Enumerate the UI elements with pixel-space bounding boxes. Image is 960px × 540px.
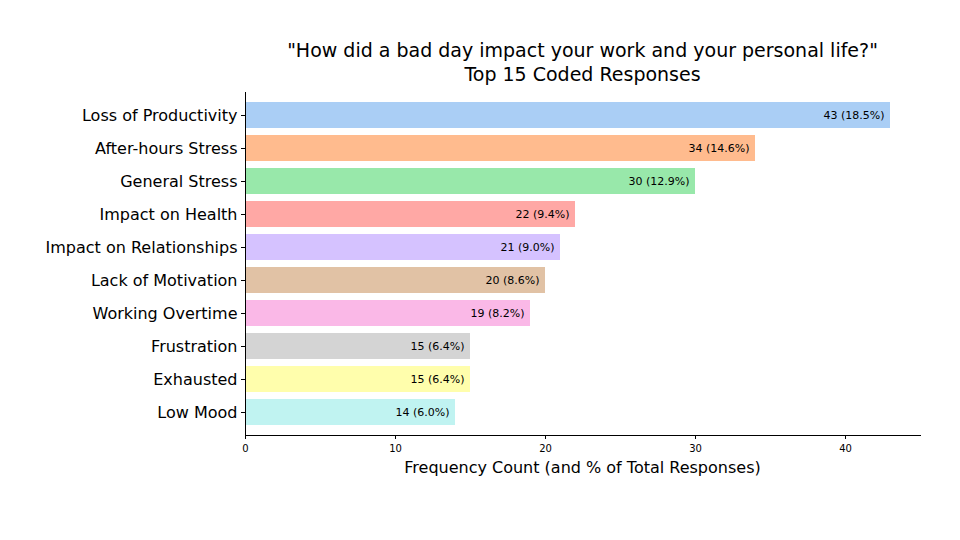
html-text:Top 15 Coded Responses: Top 15 Coded Responses <box>464 63 701 85</box>
svg-text:43 (18.5%): 43 (18.5%) <box>823 109 884 122</box>
svg-text:20: 20 <box>539 443 552 454</box>
svg-text:15 (6.4%): 15 (6.4%) <box>410 340 464 353</box>
html-text:Frequency Count (and % of Tota: Frequency Count (and % of Total Response… <box>404 458 761 477</box>
svg-text:21 (9.0%): 21 (9.0%) <box>500 241 554 254</box>
svg-text:15 (6.4%): 15 (6.4%) <box>410 373 464 386</box>
svg-text:30: 30 <box>689 443 702 454</box>
svg-text:40: 40 <box>839 443 852 454</box>
svg-text:20 (8.6%): 20 (8.6%) <box>485 274 539 287</box>
svg-text:34 (14.6%): 34 (14.6%) <box>688 142 749 155</box>
svg-text:Lack of Motivation: Lack of Motivation <box>91 271 238 290</box>
svg-text:19 (8.2%): 19 (8.2%) <box>470 307 524 320</box>
svg-text:Exhausted: Exhausted <box>153 370 237 389</box>
svg-text:Working Overtime: Working Overtime <box>93 304 238 323</box>
svg-text:Low Mood: Low Mood <box>157 403 237 422</box>
html-text:"How did a bad day impact your: "How did a bad day impact your work and … <box>287 39 878 61</box>
svg-text:30 (12.9%): 30 (12.9%) <box>628 175 689 188</box>
svg-text:14 (6.0%): 14 (6.0%) <box>395 406 449 419</box>
svg-text:Loss of Productivity: Loss of Productivity <box>82 106 238 125</box>
svg-text:General Stress: General Stress <box>120 172 237 191</box>
svg-text:Impact on Health: Impact on Health <box>100 205 238 224</box>
svg-text:22 (9.4%): 22 (9.4%) <box>515 208 569 221</box>
svg-text:After-hours Stress: After-hours Stress <box>95 139 237 158</box>
svg-text:10: 10 <box>389 443 402 454</box>
svg-text:0: 0 <box>242 443 248 454</box>
svg-text:Impact on Relationships: Impact on Relationships <box>46 238 238 257</box>
svg-text:Frustration: Frustration <box>151 337 237 356</box>
